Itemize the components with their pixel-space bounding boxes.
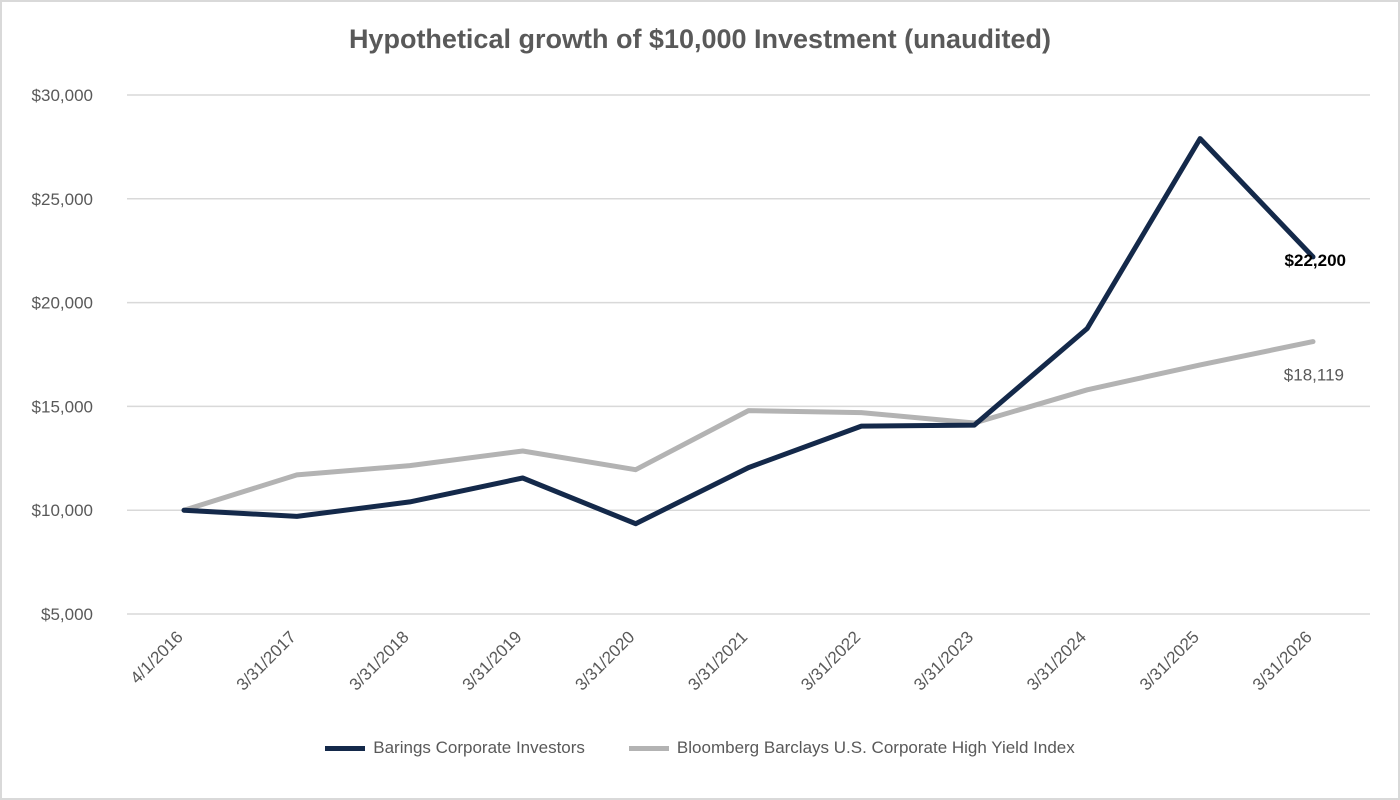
legend-item-bloomberg: Bloomberg Barclays U.S. Corporate High Y… — [628, 738, 1075, 758]
data-label-barings: $22,200 — [1285, 251, 1346, 270]
legend-item-barings: Barings Corporate Investors — [325, 738, 585, 758]
y-tick-label: $30,000 — [32, 86, 93, 105]
x-tick-label: 3/31/2020 — [572, 627, 639, 694]
chart-title: Hypothetical growth of $10,000 Investmen… — [348, 24, 1052, 54]
x-tick-label: 3/31/2017 — [233, 627, 300, 694]
y-tick-label: $15,000 — [32, 397, 93, 416]
y-tick-label: $20,000 — [32, 294, 93, 313]
x-tick-label: 3/31/2026 — [1249, 627, 1316, 694]
x-axis-tick-labels: 4/1/2016 3/31/2017 3/31/2018 3/31/2019 3/31/… — [127, 627, 1316, 694]
series-line-barings — [181, 136, 1316, 527]
y-tick-label: $25,000 — [32, 190, 93, 209]
y-tick-label: $5,000 — [41, 605, 93, 624]
legend-label-barings: Barings Corporate Investors — [373, 738, 585, 757]
x-tick-label: 3/31/2023 — [910, 627, 977, 694]
data-label-bloomberg: $18,119 — [1284, 366, 1344, 385]
x-tick-label: 3/31/2024 — [1023, 627, 1090, 694]
x-tick-label: 3/31/2021 — [684, 627, 751, 694]
gridlines — [127, 94, 1370, 615]
series-line-bloomberg — [181, 339, 1316, 513]
x-tick-label: 3/31/2019 — [459, 627, 526, 694]
legend-swatch-barings — [325, 745, 366, 751]
legend: Barings Corporate Investors Bloomberg Ba… — [0, 738, 1400, 758]
y-tick-label: $10,000 — [32, 501, 93, 520]
data-labels: $22,200 $18,119 — [1284, 251, 1346, 385]
x-tick-label: 3/31/2022 — [797, 627, 864, 694]
x-tick-label: 3/31/2025 — [1136, 627, 1203, 694]
legend-swatch-bloomberg — [628, 745, 669, 751]
legend-label-bloomberg: Bloomberg Barclays U.S. Corporate High Y… — [676, 738, 1075, 757]
x-tick-label: 3/31/2018 — [346, 627, 413, 694]
y-axis-tick-labels: $5,000 $10,000 $15,000 $20,000 $25,000 $30,00… — [32, 86, 93, 624]
x-tick-label: 4/1/2016 — [127, 627, 187, 687]
series-lines — [181, 136, 1316, 527]
